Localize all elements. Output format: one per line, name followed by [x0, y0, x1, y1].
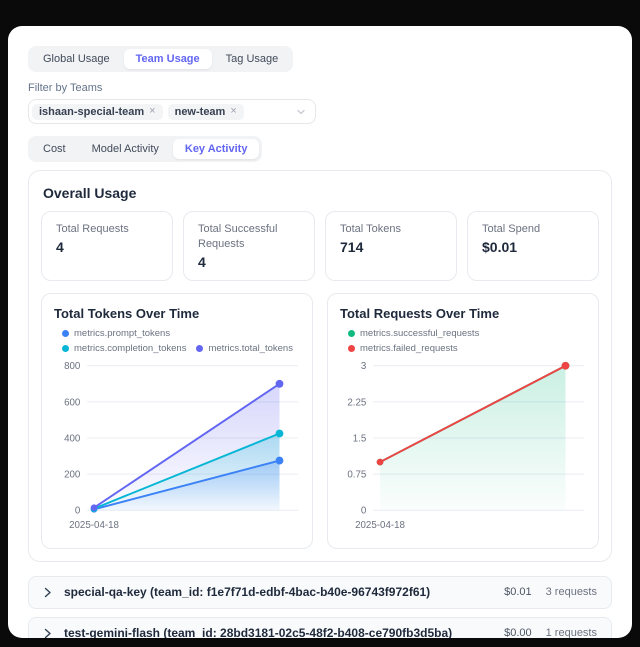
- svg-text:800: 800: [64, 361, 81, 372]
- team-tag-label: ishaan-special-team: [39, 105, 145, 118]
- tab-model-activity[interactable]: Model Activity: [80, 139, 171, 159]
- svg-text:0: 0: [361, 506, 367, 517]
- key-row-metrics: $0.01 3 requests: [504, 586, 597, 598]
- usage-scope-tabs: Global Usage Team Usage Tag Usage: [28, 46, 294, 72]
- chevron-right-icon[interactable]: [43, 587, 52, 598]
- remove-tag-icon[interactable]: ×: [149, 105, 156, 117]
- chart-title: Total Tokens Over Time: [54, 306, 200, 321]
- legend-label: metrics.successful_requests: [360, 328, 480, 339]
- activity-tabs: Cost Model Activity Key Activity: [28, 136, 263, 162]
- chart-plot-total-tokens-over-time: 0 200 400 600 800 2025-04-18: [64, 361, 299, 531]
- stat-value: 4: [56, 238, 64, 255]
- key-row-spend: $0.00: [504, 627, 532, 638]
- selected-team-tags: ishaan-special-team × new-team ×: [32, 103, 244, 120]
- team-tag-label: new-team: [174, 105, 226, 118]
- legend-dot-icon: [62, 345, 69, 352]
- stat-value: 714: [340, 238, 364, 255]
- legend-label: metrics.completion_tokens: [74, 343, 187, 354]
- tab-cost[interactable]: Cost: [31, 139, 78, 159]
- stat-card-total-tokens: Total Tokens 714: [325, 211, 457, 281]
- legend-item-metrics-prompt-tokens: metrics.prompt_tokens: [62, 328, 170, 339]
- legend-item-metrics-completion-tokens: metrics.completion_tokens: [62, 343, 186, 354]
- stat-label: Total Successful Requests: [198, 223, 278, 250]
- chart-plot-total-requests-over-time: 0 0.75 1.5 2.25 3 2025-04-18: [347, 361, 585, 531]
- key-row-spend: $0.01: [504, 586, 532, 599]
- svg-text:200: 200: [64, 470, 81, 481]
- chart-legend: metrics.successful_requests metrics.faile…: [348, 328, 586, 354]
- legend-dot-icon: [62, 330, 69, 337]
- svg-text:0: 0: [75, 506, 81, 517]
- filter-by-teams-label: Filter by Teams: [28, 82, 103, 94]
- legend-label: metrics.failed_requests: [360, 343, 458, 354]
- key-row-label: test-gemini-flash (team_id: 28bd3181-02c…: [64, 626, 453, 638]
- app-window: Global Usage Team Usage Tag Usage Filter b…: [8, 26, 632, 638]
- key-row-metrics: $0.00 1 requests: [504, 627, 597, 638]
- legend-dot-icon: [348, 330, 355, 337]
- svg-text:2025-04-18: 2025-04-18: [69, 520, 119, 531]
- key-row-test-gemini-flash[interactable]: test-gemini-flash (team_id: 28bd3181-02c…: [28, 616, 612, 638]
- svg-text:600: 600: [64, 397, 81, 408]
- overall-usage-card: Overall Usage Total Requests 4 Total Succe…: [28, 170, 612, 562]
- teams-multiselect[interactable]: ishaan-special-team × new-team ×: [28, 99, 316, 124]
- svg-text:2.25: 2.25: [347, 397, 367, 408]
- stats-row: Total Requests 4 Total Successful Requests…: [41, 211, 599, 281]
- stat-card-total-spend: Total Spend $0.01: [467, 211, 599, 281]
- key-row-special-qa-key[interactable]: special-qa-key (team_id: f1e7f71d-edbf-4…: [28, 575, 612, 609]
- tab-key-activity[interactable]: Key Activity: [172, 139, 260, 159]
- stat-value: 4: [198, 253, 206, 270]
- chart-title: Total Requests Over Time: [340, 306, 500, 321]
- team-tag-new-team: new-team ×: [167, 103, 244, 120]
- legend-dot-icon: [196, 345, 204, 352]
- stat-label: Total Requests: [56, 223, 129, 235]
- legend-label: metrics.prompt_tokens: [74, 328, 171, 339]
- chart-card-total-tokens-over-time: Total Tokens Over Time metrics.prompt_tok…: [41, 293, 313, 549]
- legend-item-metrics-total-tokens: metrics.total_tokens: [196, 343, 293, 354]
- tab-global-usage[interactable]: Global Usage: [31, 49, 122, 69]
- tab-tag-usage[interactable]: Tag Usage: [214, 49, 291, 69]
- stat-label: Total Tokens: [340, 223, 401, 235]
- overall-usage-title: Overall Usage: [43, 185, 137, 201]
- chart-legend: metrics.prompt_tokens metrics.completion_…: [62, 328, 300, 354]
- key-row-requests: 3 requests: [545, 586, 597, 599]
- tab-team-usage[interactable]: Team Usage: [123, 49, 212, 69]
- legend-item-metrics-successful-requests: metrics.successful_requests: [348, 328, 479, 339]
- stat-card-total-successful-requests: Total Successful Requests 4: [183, 211, 315, 281]
- svg-text:400: 400: [64, 433, 81, 444]
- svg-text:0.75: 0.75: [347, 470, 367, 481]
- key-rows-list: special-qa-key (team_id: f1e7f71d-edbf-4…: [28, 575, 612, 638]
- svg-text:1.5: 1.5: [353, 433, 367, 444]
- charts-row: Total Tokens Over Time metrics.prompt_tok…: [41, 293, 599, 549]
- stat-card-total-requests: Total Requests 4: [41, 211, 173, 281]
- key-row-label: special-qa-key (team_id: f1e7f71d-edbf-4…: [64, 585, 431, 600]
- svg-text:2025-04-18: 2025-04-18: [355, 520, 405, 531]
- team-tag-ishaan-special-team: ishaan-special-team ×: [32, 103, 163, 120]
- svg-text:3: 3: [361, 361, 366, 372]
- stat-label: Total Spend: [482, 223, 541, 235]
- chart-card-total-requests-over-time: Total Requests Over Time metrics.successf…: [327, 293, 599, 549]
- legend-label: metrics.total_tokens: [208, 343, 293, 354]
- remove-tag-icon[interactable]: ×: [230, 105, 237, 117]
- legend-item-metrics-failed-requests: metrics.failed_requests: [348, 343, 458, 354]
- key-row-requests: 1 requests: [545, 627, 597, 638]
- stat-value: $0.01: [482, 238, 518, 255]
- chevron-down-icon[interactable]: [295, 106, 307, 118]
- chevron-right-icon[interactable]: [43, 628, 52, 638]
- legend-dot-icon: [348, 345, 355, 352]
